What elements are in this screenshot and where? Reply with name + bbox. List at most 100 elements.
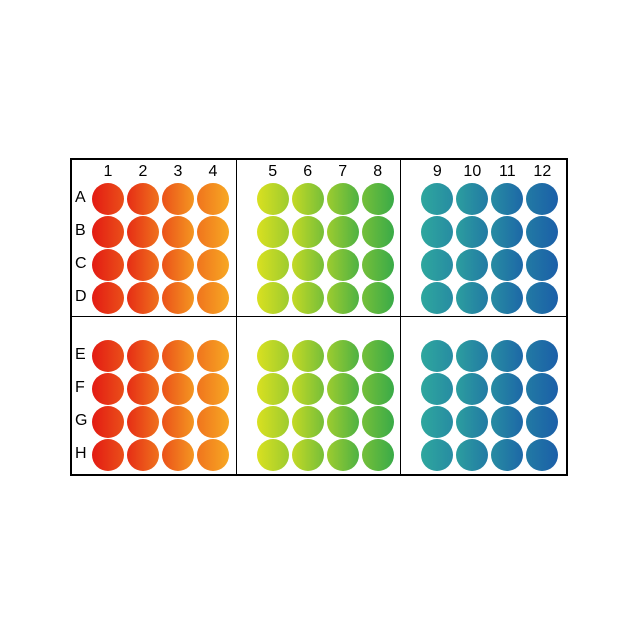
plate-sector (72, 317, 237, 474)
well (362, 249, 394, 281)
row-label: G (75, 412, 91, 430)
well (327, 282, 359, 314)
column-label: 3 (164, 163, 192, 181)
column-label: 12 (528, 163, 556, 181)
well (257, 373, 289, 405)
row-label: B (75, 222, 91, 240)
well (526, 406, 558, 438)
well (92, 216, 124, 248)
well (162, 340, 194, 372)
row-label: C (75, 255, 91, 273)
well (362, 183, 394, 215)
well (292, 373, 324, 405)
well (127, 249, 159, 281)
well (92, 183, 124, 215)
well (197, 249, 229, 281)
well (491, 373, 523, 405)
well (421, 216, 453, 248)
well (526, 373, 558, 405)
row-label: A (75, 189, 91, 207)
well (257, 340, 289, 372)
well (491, 439, 523, 471)
well (257, 406, 289, 438)
well (127, 340, 159, 372)
well (456, 183, 488, 215)
well (491, 340, 523, 372)
well (162, 282, 194, 314)
well (456, 340, 488, 372)
plate-sector (237, 317, 402, 474)
well-plate: 123456789101112ABCDEFGH (70, 158, 568, 476)
well (526, 216, 558, 248)
well (292, 183, 324, 215)
well (127, 439, 159, 471)
well (257, 439, 289, 471)
column-label: 9 (423, 163, 451, 181)
canvas: 123456789101112ABCDEFGH (0, 0, 640, 640)
well (421, 439, 453, 471)
well (92, 373, 124, 405)
well (197, 340, 229, 372)
well (456, 282, 488, 314)
well (127, 406, 159, 438)
column-label: 11 (493, 163, 521, 181)
well (362, 216, 394, 248)
well (456, 216, 488, 248)
row-label: D (75, 288, 91, 306)
well (362, 406, 394, 438)
column-label: 4 (199, 163, 227, 181)
well (491, 406, 523, 438)
row-label: F (75, 379, 91, 397)
well (292, 406, 324, 438)
well (526, 183, 558, 215)
row-label: H (75, 445, 91, 463)
well (197, 183, 229, 215)
well (421, 406, 453, 438)
well (257, 282, 289, 314)
well (92, 340, 124, 372)
well (526, 282, 558, 314)
well (526, 249, 558, 281)
well (127, 183, 159, 215)
well (491, 216, 523, 248)
well (491, 282, 523, 314)
well (162, 249, 194, 281)
well (292, 439, 324, 471)
well (127, 216, 159, 248)
well (162, 216, 194, 248)
well (491, 183, 523, 215)
well (197, 439, 229, 471)
plate-sector (237, 160, 402, 317)
well (197, 406, 229, 438)
well (92, 249, 124, 281)
well (197, 216, 229, 248)
well (197, 282, 229, 314)
column-label: 10 (458, 163, 486, 181)
column-label: 2 (129, 163, 157, 181)
well (292, 282, 324, 314)
well (257, 183, 289, 215)
well (257, 249, 289, 281)
column-label: 1 (94, 163, 122, 181)
well (327, 406, 359, 438)
well (526, 439, 558, 471)
column-label: 6 (294, 163, 322, 181)
well (362, 282, 394, 314)
well (456, 406, 488, 438)
well (327, 340, 359, 372)
well (292, 340, 324, 372)
well (92, 439, 124, 471)
well (456, 249, 488, 281)
well (327, 216, 359, 248)
well (92, 406, 124, 438)
well (127, 282, 159, 314)
well (162, 439, 194, 471)
well (362, 439, 394, 471)
well (92, 282, 124, 314)
well (127, 373, 159, 405)
well (421, 340, 453, 372)
well (327, 373, 359, 405)
plate-sector (401, 317, 566, 474)
well (456, 439, 488, 471)
well (421, 183, 453, 215)
